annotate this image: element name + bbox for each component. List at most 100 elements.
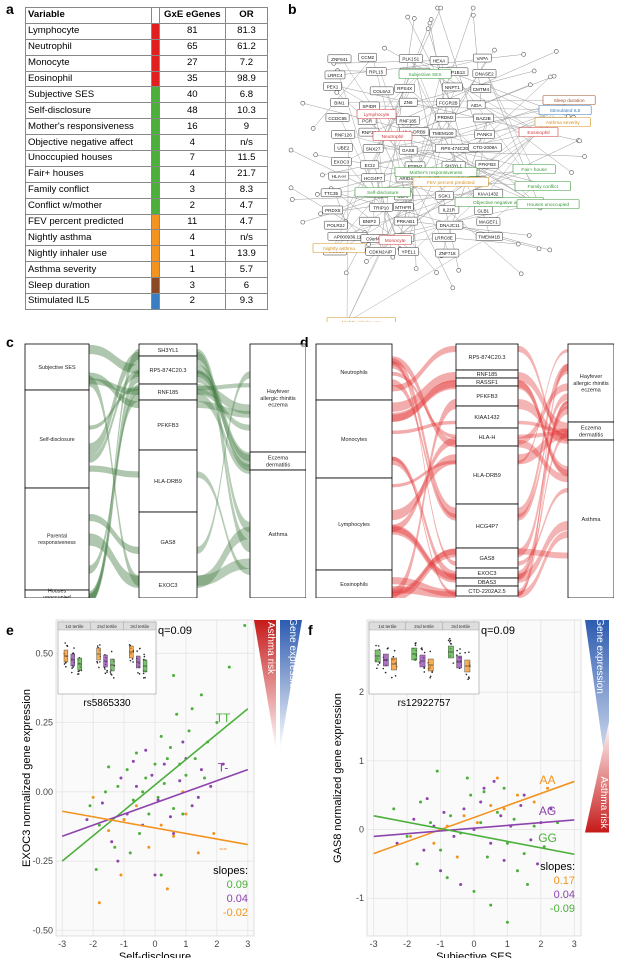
sankey-right-label: eczema (581, 388, 601, 394)
sankey-middle-label: DBAS3 (478, 580, 496, 586)
sankey-link (392, 421, 456, 434)
egenes-cell: 16 (159, 119, 225, 135)
sankey-right-label: Asthma (269, 532, 289, 538)
gene-node-label: MTHFR (395, 205, 412, 210)
gene-node-label: PEX1 (327, 84, 339, 89)
category-color-swatch (152, 294, 160, 310)
egenes-cell: 7 (159, 151, 225, 167)
inset-point (459, 652, 461, 654)
scatter-point (523, 794, 526, 797)
gene-node-label: PANK3 (477, 132, 492, 137)
gene-node-label: HCG4P7 (364, 176, 383, 181)
or-cell: 7.2 (225, 55, 267, 71)
scatter-plot-e: -3 -2 -1 0 1 2 3-0.50-0.250.000.250.50Self-dis… (8, 618, 308, 958)
scatter-point (533, 801, 536, 804)
gene-node-label: BAZ2B (476, 116, 491, 121)
category-color-swatch (152, 230, 160, 246)
gene-node-label: FCGR2B (439, 101, 458, 106)
scatter-point (503, 859, 506, 862)
scatter-point (172, 835, 175, 838)
scatter-point (496, 811, 499, 814)
scatter-point (200, 768, 203, 771)
scatter-point (166, 887, 169, 890)
leaf-node (391, 255, 395, 259)
egenes-cell: 2 (159, 198, 225, 214)
inset-point (466, 674, 468, 676)
sankey-middle-label: EXOC3 (478, 571, 497, 577)
table-row: Monocyte 27 7.2 (26, 55, 268, 71)
variable-cell: Self-disclosure (26, 103, 152, 119)
scatter-point (523, 852, 526, 855)
inset-point (64, 663, 66, 665)
egenes-cell: 27 (159, 55, 225, 71)
inset-point (71, 672, 73, 674)
scatter-point (432, 842, 435, 845)
scatter-point (473, 890, 476, 893)
inset-point (65, 666, 67, 668)
scatter-point (203, 777, 206, 780)
or-cell: 61.2 (225, 39, 267, 55)
y-tick-label: 2 (359, 687, 364, 697)
scatter-point (503, 787, 506, 790)
variable-cell: Objective negative affect (26, 135, 152, 151)
sankey-right-label: allergic rhinitis (260, 396, 296, 402)
scatter-point (181, 740, 184, 743)
scatter-point (116, 860, 119, 863)
inset-point (394, 650, 396, 652)
leaf-node (492, 48, 496, 52)
header-or: OR (225, 8, 267, 24)
inset-point (111, 651, 113, 653)
inset-point (382, 668, 384, 670)
inset-point (139, 648, 141, 650)
category-color-swatch (152, 39, 160, 55)
hub-node-label: Fair+ house (521, 167, 547, 173)
inset-strip-label: 3rd tertile (451, 624, 470, 629)
asthma-risk-label: Asthma risk (598, 776, 609, 829)
sankey-link (89, 514, 139, 554)
scatter-point (519, 804, 522, 807)
scatter-point (486, 856, 489, 859)
variable-cell: Subjective SES (26, 87, 152, 103)
inset-point (106, 671, 108, 673)
scatter-plot-f: -3 -2 -1 0 1 2 3-1012Subjective SESGAS8 normal… (309, 618, 617, 958)
scatter-point (95, 868, 98, 871)
scatter-point (406, 835, 409, 838)
sankey-right-label: Hayfever (580, 374, 603, 380)
series-label: GG (538, 831, 557, 845)
variable-cell: Conflict w/mother (26, 198, 152, 214)
leaf-node (516, 242, 520, 246)
leaf-node (570, 171, 574, 175)
gene-expression-label: Gene expression (594, 618, 605, 694)
scatter-point (462, 814, 465, 817)
scatter-point (98, 901, 101, 904)
table-row: Neutrophil 65 61.2 (26, 39, 268, 55)
or-cell: 9.3 (225, 294, 267, 310)
inset-point (130, 660, 132, 662)
scatter-point (209, 785, 212, 788)
scatter-point (141, 790, 144, 793)
scatter-point (147, 813, 150, 816)
leaf-node (554, 49, 558, 53)
gene-node-label: GLB1 (477, 208, 489, 213)
egenes-cell: 1 (159, 246, 225, 262)
x-tick-label: 3 (572, 939, 577, 949)
sankey-middle-label: SH3YL1 (158, 348, 179, 354)
header-egenes: GxE eGenes (159, 8, 225, 24)
category-color-swatch (152, 166, 160, 182)
inset-point (99, 644, 101, 646)
egenes-cell: 4 (159, 135, 225, 151)
inset-strip-label: 3rd tertile (130, 624, 149, 629)
snp-label: rs12922757 (398, 698, 451, 709)
gene-node-label: HEXA (433, 58, 446, 63)
gene-node-label: AP000936.11 (334, 234, 362, 239)
inset-point (98, 667, 100, 669)
x-tick-label: -2 (403, 939, 411, 949)
inset-point (429, 677, 431, 679)
gene-node-label: DNAJC11 (440, 223, 461, 228)
or-cell: 6 (225, 278, 267, 294)
gene-node-label: LRRC4 (327, 73, 343, 78)
table-row: Conflict w/mother 2 4.7 (26, 198, 268, 214)
variable-cell: Neutrophil (26, 39, 152, 55)
hub-node-label: Houses unoccupied (527, 202, 569, 208)
inset-point (105, 673, 107, 675)
